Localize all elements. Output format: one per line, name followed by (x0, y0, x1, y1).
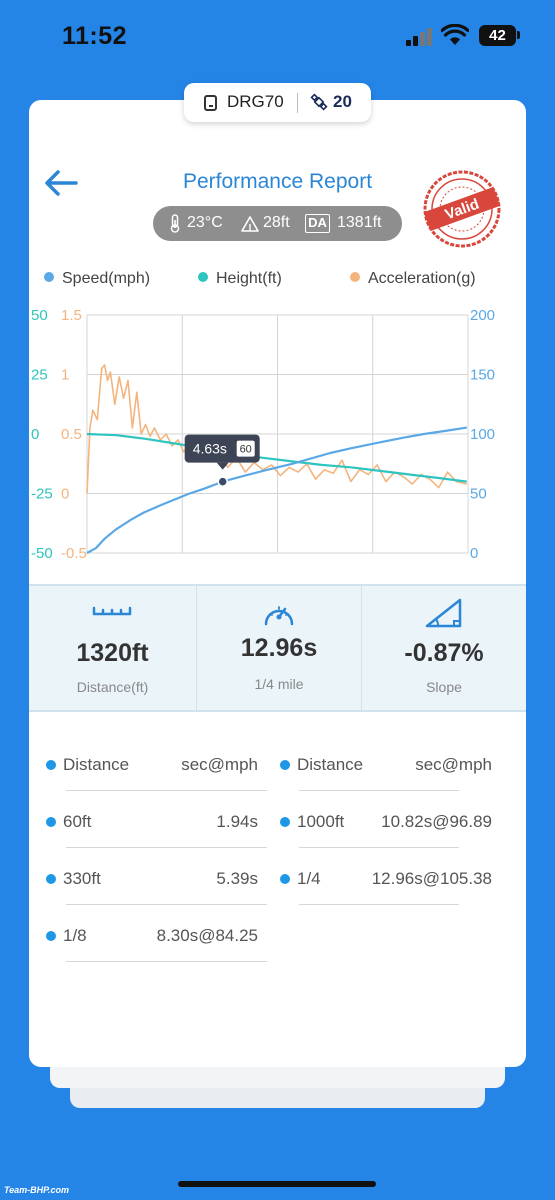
density-altitude-value: 1381ft (337, 214, 382, 231)
acceleration-axis-tick: 1 (61, 367, 69, 384)
result-row: 1/4 12.96s@105.38 (280, 867, 492, 895)
bullet (46, 760, 56, 770)
row-divider (299, 847, 459, 848)
height-axis-tick: 25 (31, 367, 48, 384)
performance-chart[interactable]: 50 25 0 -25 -50 1.5 1 0.5 0 -0.5 200 150 100 50 0 4.63s… (29, 305, 526, 570)
watermark: Team-BHP.com (4, 1185, 70, 1195)
bullet (280, 874, 290, 884)
satellite-icon (310, 93, 328, 111)
result-row: 1000ft 10.82s@96.89 (280, 810, 492, 838)
row-divider (66, 847, 267, 848)
result-row: 330ft 5.39s (46, 867, 258, 895)
wifi-icon (441, 24, 469, 45)
ruler-icon (92, 606, 132, 616)
cellular-signal-icon (406, 28, 434, 46)
results-header-right: Distance sec@mph (280, 753, 492, 781)
results-header-left: Distance sec@mph (46, 753, 258, 781)
series-line-height-ft (86, 432, 467, 483)
tooltip-speed: 60 (240, 444, 252, 456)
stat-label: 1/4 mile (254, 676, 304, 692)
slope-icon (425, 598, 462, 628)
stat-distance: 1320ft Distance(ft) (29, 586, 196, 710)
speed-axis-tick: 150 (470, 367, 495, 384)
bullet (46, 874, 56, 884)
status-time: 11:52 (62, 22, 128, 50)
density-altitude-icon: DA (305, 214, 330, 233)
stat-label: Distance(ft) (76, 679, 149, 695)
speed-axis-tick: 200 (470, 307, 495, 324)
back-arrow-icon[interactable] (42, 168, 80, 198)
divider (297, 93, 298, 113)
height-axis-tick: -25 (31, 486, 53, 503)
speed-axis-tick: 0 (470, 545, 478, 562)
bullet (46, 931, 56, 941)
device-icon (204, 95, 217, 111)
stat-divider (361, 586, 362, 710)
stat-value: -0.87% (404, 639, 484, 667)
speedometer-icon (264, 606, 294, 626)
row-divider (66, 904, 267, 905)
bullet (280, 817, 290, 827)
legend-dot (350, 272, 360, 282)
altitude-icon (241, 216, 259, 232)
stat-label: Slope (426, 679, 462, 695)
page-title: Performance Report (182, 170, 373, 193)
legend-dot (198, 272, 208, 282)
acceleration-axis-tick: 1.5 (61, 307, 82, 324)
tooltip-time: 4.63s (193, 441, 227, 457)
satellite-count: 20 (333, 92, 352, 111)
stat-divider (196, 586, 197, 710)
legend-dot (44, 272, 54, 282)
battery-tip (517, 31, 520, 39)
tooltip-speed-badge (236, 440, 255, 457)
performance-report-card: Performance Report Valid 23°C 28ft DA 13… (29, 100, 526, 1067)
chart-legend: Speed(mph) Height(ft) Acceleration(g) (29, 270, 526, 294)
row-divider (66, 961, 267, 962)
thermometer-icon (170, 214, 180, 233)
speed-axis-tick: 50 (470, 486, 487, 503)
tooltip-pointer (216, 462, 229, 470)
speed-axis-tick: 100 (470, 426, 495, 443)
acceleration-axis-tick: 0 (61, 486, 69, 503)
valid-stamp-icon: Valid (423, 170, 501, 248)
stat-quarter-mile: 12.96s 1/4 mile (197, 586, 361, 710)
legend-acceleration[interactable]: Acceleration(g) (350, 270, 476, 288)
acceleration-axis-tick: 0.5 (61, 426, 82, 443)
result-row: 1/8 8.30s@84.25 (46, 924, 258, 952)
stat-value: 12.96s (240, 634, 318, 662)
result-row: 60ft 1.94s (46, 810, 258, 838)
tooltip-point (217, 476, 228, 487)
home-indicator[interactable] (178, 1181, 376, 1187)
altitude-value: 28ft (263, 214, 290, 231)
stat-slope: -0.87% Slope (362, 586, 526, 710)
series-line-speed-mph (86, 426, 467, 554)
conditions-pill: 23°C 28ft DA 1381ft (153, 206, 402, 241)
stat-value: 1320ft (76, 639, 149, 667)
bullet (280, 760, 290, 770)
legend-speed[interactable]: Speed(mph) (44, 270, 150, 288)
battery-icon: 42 (479, 25, 516, 46)
device-pill[interactable]: DRG70 20 (184, 83, 371, 122)
legend-height[interactable]: Height(ft) (198, 270, 282, 288)
device-name: DRG70 (227, 92, 284, 111)
height-axis-tick: 0 (31, 426, 39, 443)
stats-row: 1320ft Distance(ft) 12.96s 1/4 mile -0.8… (29, 584, 526, 712)
status-bar: 11:52 42 (0, 0, 555, 70)
height-axis-tick: -50 (31, 545, 53, 562)
row-divider (299, 790, 459, 791)
row-divider (66, 790, 267, 791)
row-divider (299, 904, 459, 905)
bullet (46, 817, 56, 827)
height-axis-tick: 50 (31, 307, 48, 324)
acceleration-axis-tick: -0.5 (61, 545, 87, 562)
temperature-value: 23°C (187, 214, 223, 231)
